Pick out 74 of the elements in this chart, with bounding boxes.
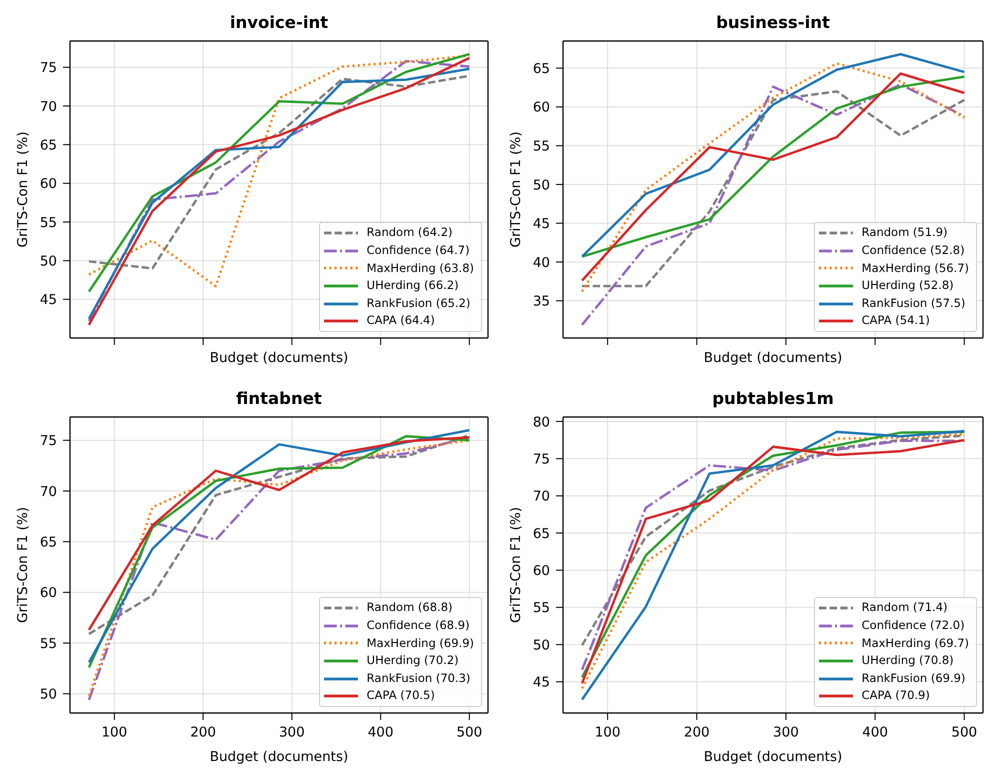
legend-label: MaxHerding (69.9) bbox=[366, 634, 474, 652]
x-axis-title: Budget (documents) bbox=[704, 350, 842, 366]
x-axis-title: Budget (documents) bbox=[704, 749, 842, 765]
legend-label: UHerding (52.8) bbox=[862, 277, 954, 294]
legend-label: Confidence (68.9) bbox=[366, 617, 470, 634]
x-tick-label: 200 bbox=[190, 724, 216, 741]
legend-label: Confidence (64.7) bbox=[366, 242, 470, 260]
y-tick-label: 80 bbox=[532, 414, 550, 430]
y-tick-label: 50 bbox=[40, 253, 57, 270]
y-tick-label: 35 bbox=[532, 294, 550, 310]
legend-label: Random (71.4) bbox=[862, 599, 948, 616]
x-axis-title: Budget (documents) bbox=[210, 350, 348, 366]
y-axis-title: GriTS-Con F1 (%) bbox=[14, 507, 31, 623]
y-tick-label: 65 bbox=[40, 137, 57, 154]
y-tick-label: 50 bbox=[532, 637, 550, 654]
legend-label: MaxHerding (63.8) bbox=[366, 260, 474, 277]
y-tick-label: 50 bbox=[40, 686, 57, 703]
y-tick-label: 65 bbox=[532, 526, 550, 542]
legend-label: Random (68.8) bbox=[366, 599, 453, 616]
y-tick-label: 60 bbox=[40, 176, 57, 192]
y-tick-label: 60 bbox=[40, 585, 57, 602]
legend-label: RankFusion (70.3) bbox=[366, 670, 470, 687]
x-tick-label: 300 bbox=[278, 724, 305, 741]
y-tick-label: 45 bbox=[532, 216, 550, 232]
legend-label: CAPA (70.5) bbox=[366, 687, 435, 704]
legend-label: UHerding (70.8) bbox=[862, 652, 954, 670]
x-tick-label: 400 bbox=[368, 724, 394, 741]
legend-label: RankFusion (65.2) bbox=[366, 294, 470, 312]
legend-label: UHerding (66.2) bbox=[366, 277, 459, 294]
x-tick-label: 300 bbox=[773, 724, 799, 741]
x-tick-label: 200 bbox=[684, 724, 710, 741]
chart-title: pubtables1m bbox=[711, 389, 835, 409]
chart-title: invoice-int bbox=[228, 13, 330, 33]
legend-label: Confidence (72.0) bbox=[862, 617, 965, 634]
y-tick-label: 50 bbox=[532, 177, 550, 194]
y-tick-label: 40 bbox=[532, 254, 550, 271]
y-tick-label: 55 bbox=[40, 636, 57, 652]
y-tick-label: 45 bbox=[40, 292, 57, 308]
y-tick-label: 75 bbox=[40, 433, 57, 450]
x-tick-label: 500 bbox=[456, 724, 482, 741]
y-tick-label: 65 bbox=[40, 534, 57, 550]
legend-label: Random (64.2) bbox=[366, 224, 453, 242]
legend-label: CAPA (54.1) bbox=[862, 312, 930, 330]
y-tick-label: 70 bbox=[532, 488, 550, 505]
y-tick-label: 75 bbox=[532, 451, 550, 468]
legend-label: MaxHerding (69.7) bbox=[862, 634, 969, 652]
y-tick-label: 45 bbox=[532, 674, 550, 691]
legend-label: CAPA (64.4) bbox=[366, 312, 435, 330]
x-tick-label: 500 bbox=[951, 724, 978, 741]
legend-label: MaxHerding (56.7) bbox=[862, 260, 969, 277]
y-tick-label: 70 bbox=[40, 484, 57, 500]
y-axis-title: GriTS-Con F1 (%) bbox=[508, 132, 524, 248]
chart-title: fintabnet bbox=[235, 389, 323, 409]
legend-label: RankFusion (69.9) bbox=[862, 670, 966, 687]
chart-title: business-int bbox=[715, 13, 831, 33]
y-tick-label: 55 bbox=[532, 600, 550, 616]
y-tick-label: 65 bbox=[532, 60, 550, 77]
y-tick-label: 60 bbox=[532, 100, 550, 116]
x-tick-label: 100 bbox=[594, 724, 620, 741]
y-axis-title: GriTS-Con F1 (%) bbox=[14, 132, 31, 248]
legend-label: RankFusion (57.5) bbox=[862, 294, 966, 312]
y-tick-label: 75 bbox=[40, 60, 57, 76]
x-tick-label: 100 bbox=[101, 724, 128, 741]
x-axis-title: Budget (documents) bbox=[210, 749, 348, 765]
legend-label: Random (51.9) bbox=[862, 224, 948, 242]
y-tick-label: 60 bbox=[532, 563, 550, 579]
x-tick-label: 400 bbox=[862, 724, 888, 741]
y-tick-label: 55 bbox=[532, 138, 550, 154]
legend-label: UHerding (70.2) bbox=[366, 652, 459, 670]
y-axis-title: GriTS-Con F1 (%) bbox=[508, 507, 524, 623]
legend-label: Confidence (52.8) bbox=[862, 242, 965, 260]
y-tick-label: 55 bbox=[40, 214, 57, 231]
legend-label: CAPA (70.9) bbox=[862, 687, 930, 704]
y-tick-label: 70 bbox=[40, 98, 57, 115]
